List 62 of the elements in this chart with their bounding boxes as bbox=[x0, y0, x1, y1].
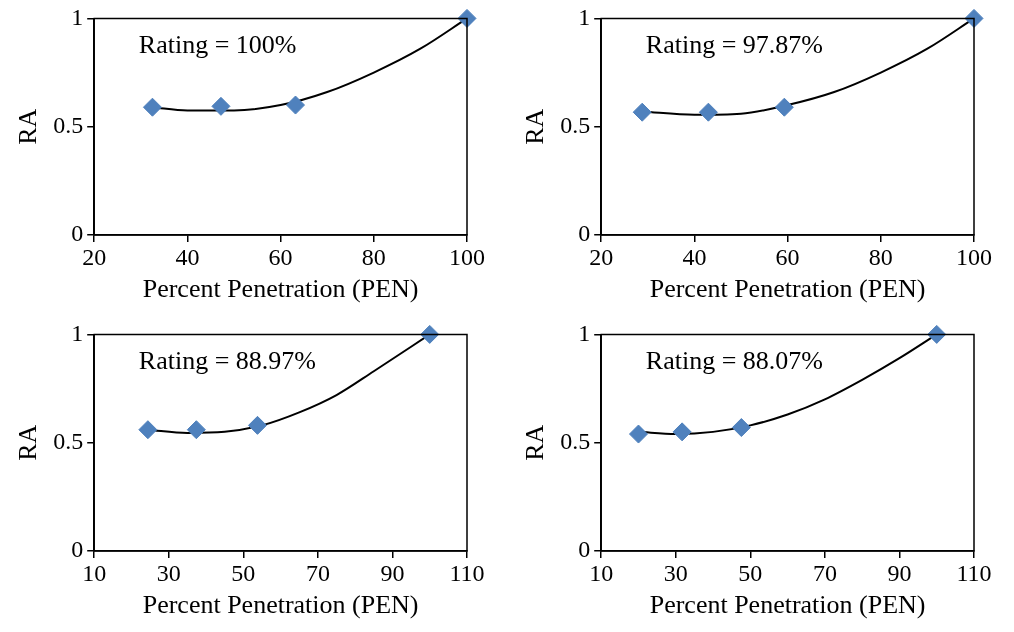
x-tick-label: 10 bbox=[589, 559, 614, 586]
y-axis-title: RA bbox=[13, 424, 43, 461]
x-tick-label: 80 bbox=[361, 243, 386, 270]
y-tick-label: 0.5 bbox=[560, 112, 591, 138]
x-tick-label: 30 bbox=[663, 559, 688, 586]
x-tick-label: 20 bbox=[589, 243, 614, 270]
point bbox=[672, 422, 692, 442]
point bbox=[964, 8, 984, 28]
x-axis-title: Percent Penetration (PEN) bbox=[649, 274, 926, 304]
annotation: Rating = 88.07% bbox=[645, 346, 823, 376]
x-tick-label: 100 bbox=[956, 243, 992, 270]
y-tick-label: 0 bbox=[71, 536, 84, 563]
x-tick-label: 90 bbox=[887, 559, 912, 586]
point bbox=[927, 324, 947, 344]
point bbox=[211, 96, 231, 116]
point bbox=[698, 102, 718, 122]
x-tick-label: 90 bbox=[380, 559, 405, 586]
point bbox=[628, 424, 648, 444]
y-tick-label: 1 bbox=[578, 319, 591, 346]
y-axis-title: RA bbox=[520, 108, 550, 145]
point bbox=[632, 102, 652, 122]
x-tick-label: 70 bbox=[812, 559, 837, 586]
x-tick-label: 110 bbox=[956, 559, 992, 586]
y-tick-label: 0.5 bbox=[560, 428, 591, 454]
annotation: Rating = 97.87% bbox=[645, 30, 823, 60]
point bbox=[286, 95, 306, 115]
x-axis-title: Percent Penetration (PEN) bbox=[142, 274, 419, 304]
x-tick-label: 80 bbox=[868, 243, 893, 270]
point bbox=[186, 420, 206, 440]
y-tick-label: 1 bbox=[578, 3, 591, 30]
x-tick-label: 70 bbox=[305, 559, 330, 586]
y-tick-label: 0 bbox=[578, 536, 591, 563]
point bbox=[457, 8, 477, 28]
x-tick-label: 50 bbox=[738, 559, 763, 586]
y-tick-label: 1 bbox=[71, 319, 84, 346]
x-tick-label: 50 bbox=[231, 559, 256, 586]
annotation: Rating = 88.97% bbox=[138, 346, 316, 376]
x-tick-label: 60 bbox=[775, 243, 800, 270]
point bbox=[731, 418, 751, 438]
x-axis-title: Percent Penetration (PEN) bbox=[142, 590, 419, 620]
point bbox=[142, 97, 162, 117]
y-tick-label: 0 bbox=[71, 220, 84, 247]
point bbox=[420, 324, 440, 344]
point bbox=[138, 420, 158, 440]
x-tick-label: 60 bbox=[268, 243, 293, 270]
point bbox=[247, 415, 267, 435]
x-tick-label: 20 bbox=[82, 243, 107, 270]
x-axis-title: Percent Penetration (PEN) bbox=[649, 590, 926, 620]
y-tick-label: 0.5 bbox=[53, 112, 84, 138]
x-tick-label: 40 bbox=[175, 243, 200, 270]
y-tick-label: 0.5 bbox=[53, 428, 84, 454]
x-tick-label: 10 bbox=[82, 559, 107, 586]
y-tick-label: 1 bbox=[71, 3, 84, 30]
x-tick-label: 30 bbox=[156, 559, 181, 586]
x-tick-label: 40 bbox=[682, 243, 707, 270]
y-axis-title: RA bbox=[13, 108, 43, 145]
y-axis-title: RA bbox=[520, 424, 550, 461]
y-tick-label: 0 bbox=[578, 220, 591, 247]
x-tick-label: 110 bbox=[449, 559, 485, 586]
point bbox=[774, 97, 794, 117]
x-tick-label: 100 bbox=[449, 243, 485, 270]
annotation: Rating = 100% bbox=[138, 30, 297, 60]
